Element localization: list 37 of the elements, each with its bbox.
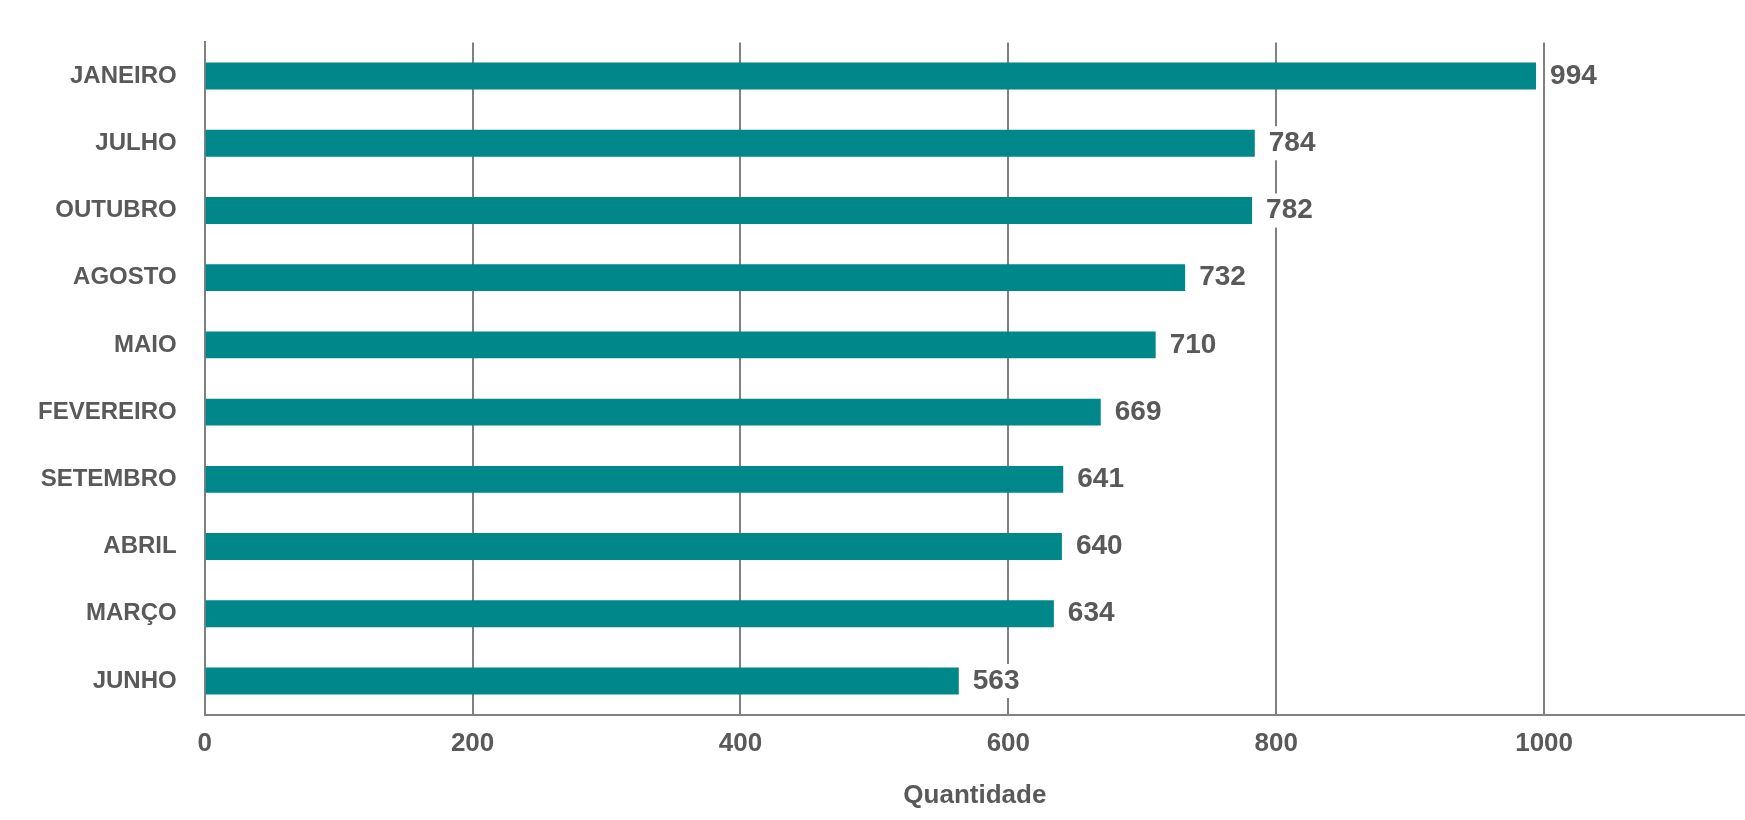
y-tick-label: MARÇO: [86, 598, 177, 626]
x-tick-label: 400: [718, 727, 763, 758]
bar: [205, 600, 1054, 628]
data-label: 732: [1199, 260, 1246, 292]
y-tick-label: SETEMBRO: [40, 463, 177, 491]
data-label: 710: [1169, 327, 1217, 359]
x-axis-title: Quantidade: [903, 778, 1047, 809]
x-tick-label: 600: [986, 727, 1031, 758]
data-label: 782: [1266, 193, 1313, 225]
data-label: 784: [1268, 125, 1316, 157]
bar: [205, 197, 1253, 224]
bar: [205, 62, 1537, 90]
y-tick-label: JUNHO: [92, 665, 177, 693]
x-tick-label: 0: [197, 727, 212, 758]
data-label: 994: [1550, 58, 1598, 90]
y-tick-label: JANEIRO: [70, 60, 177, 88]
bar: [205, 331, 1156, 359]
data-label: 640: [1075, 529, 1123, 561]
bar: [205, 398, 1101, 426]
bar: [205, 465, 1064, 493]
x-tick-label: 800: [1254, 727, 1298, 758]
data-label: 634: [1067, 596, 1116, 628]
bar: [205, 129, 1255, 157]
y-tick-label: MAIO: [114, 329, 177, 357]
y-tick-label: JULHO: [95, 127, 177, 155]
data-label: 669: [1114, 394, 1162, 426]
data-label: 563: [972, 663, 1020, 695]
bar: [205, 533, 1062, 560]
x-tick-label: 1000: [1515, 727, 1574, 758]
y-tick-label: OUTUBRO: [55, 195, 177, 223]
y-tick-label: FEVEREIRO: [37, 396, 177, 424]
y-tick-label: ABRIL: [103, 531, 177, 559]
y-tick-label: AGOSTO: [73, 262, 177, 290]
bar: [205, 264, 1186, 292]
bar: [205, 667, 959, 695]
x-tick-label: 200: [450, 727, 495, 758]
data-label: 641: [1077, 462, 1124, 494]
